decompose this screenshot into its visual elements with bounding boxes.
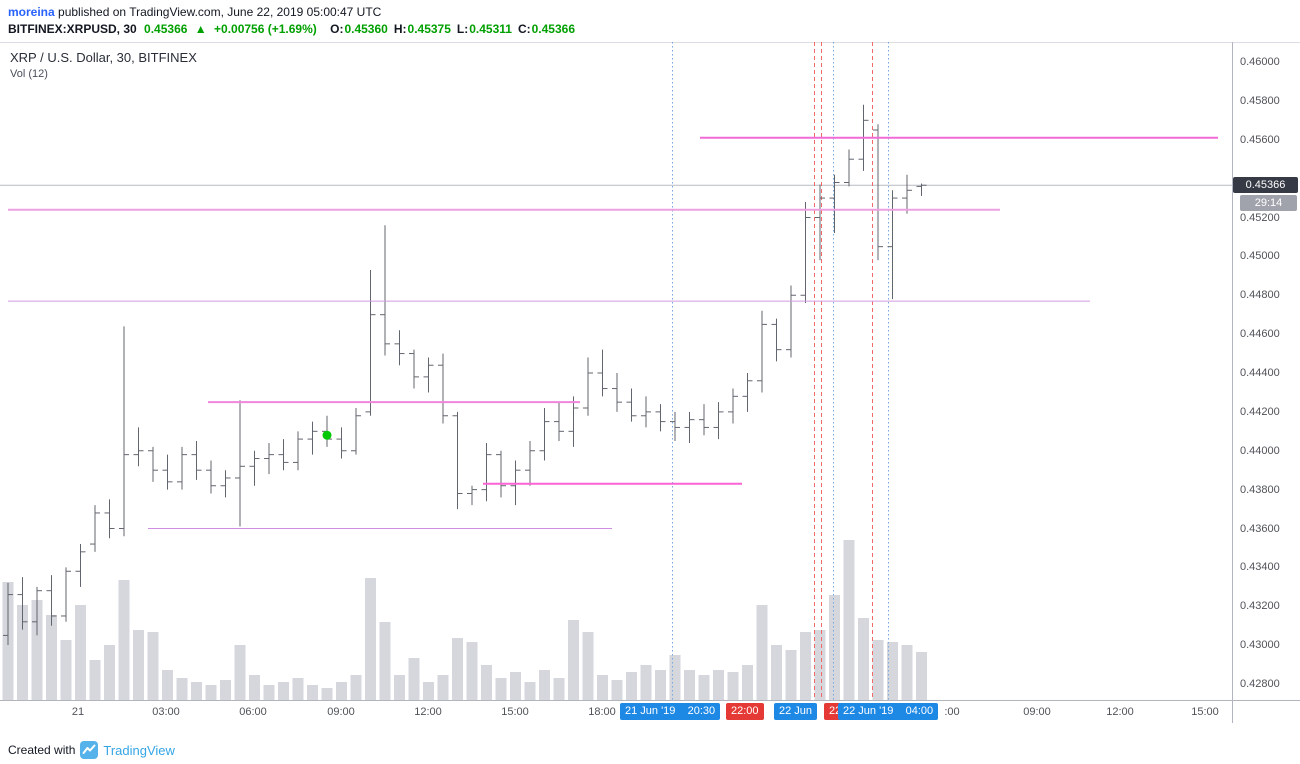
ohlc-value: 0.45366: [531, 22, 576, 36]
symbol-quote-line: BITFINEX:XRPUSD, 30 0.45366 ▲ +0.00756 (…: [8, 22, 579, 36]
ohlc-value: 0.45311: [469, 22, 512, 36]
volume-indicator-label[interactable]: Vol (12): [10, 68, 48, 80]
tradingview-logo-icon[interactable]: [80, 741, 99, 759]
ohlc-label: C:: [517, 22, 531, 36]
last-price-badge: 0.45366: [1233, 177, 1298, 194]
publish-info-line: moreina published on TradingView.com, Ju…: [8, 5, 381, 19]
author-link[interactable]: moreina: [8, 5, 55, 19]
ohlc-label: L:: [456, 22, 469, 36]
created-with-text: Created with: [8, 743, 76, 757]
footer: Created with TradingView: [8, 741, 175, 759]
ohlc-value: 0.45375: [407, 22, 451, 36]
up-arrow-icon: ▲: [194, 22, 207, 36]
ohlc-label: H:: [393, 22, 407, 36]
bar-countdown-badge: 29:14: [1240, 195, 1297, 212]
publish-text: published on TradingView.com, June 22, 2…: [54, 5, 382, 19]
symbol-interval-label[interactable]: BITFINEX:XRPUSD, 30: [8, 22, 137, 36]
ohlc-values: O:0.45360 H:0.45375 L:0.45311 C:0.45366: [324, 22, 575, 36]
tradingview-brand-link[interactable]: TradingView: [103, 742, 175, 758]
chart-title[interactable]: XRP / U.S. Dollar, 30, BITFINEX: [10, 50, 197, 65]
last-price-value: 0.45366: [144, 22, 188, 36]
ohlc-label: O:: [330, 22, 344, 36]
marker-dot: [322, 430, 332, 440]
ohlc-value: 0.45360: [344, 22, 388, 36]
price-change-value: +0.00756 (+1.69%): [214, 22, 317, 36]
